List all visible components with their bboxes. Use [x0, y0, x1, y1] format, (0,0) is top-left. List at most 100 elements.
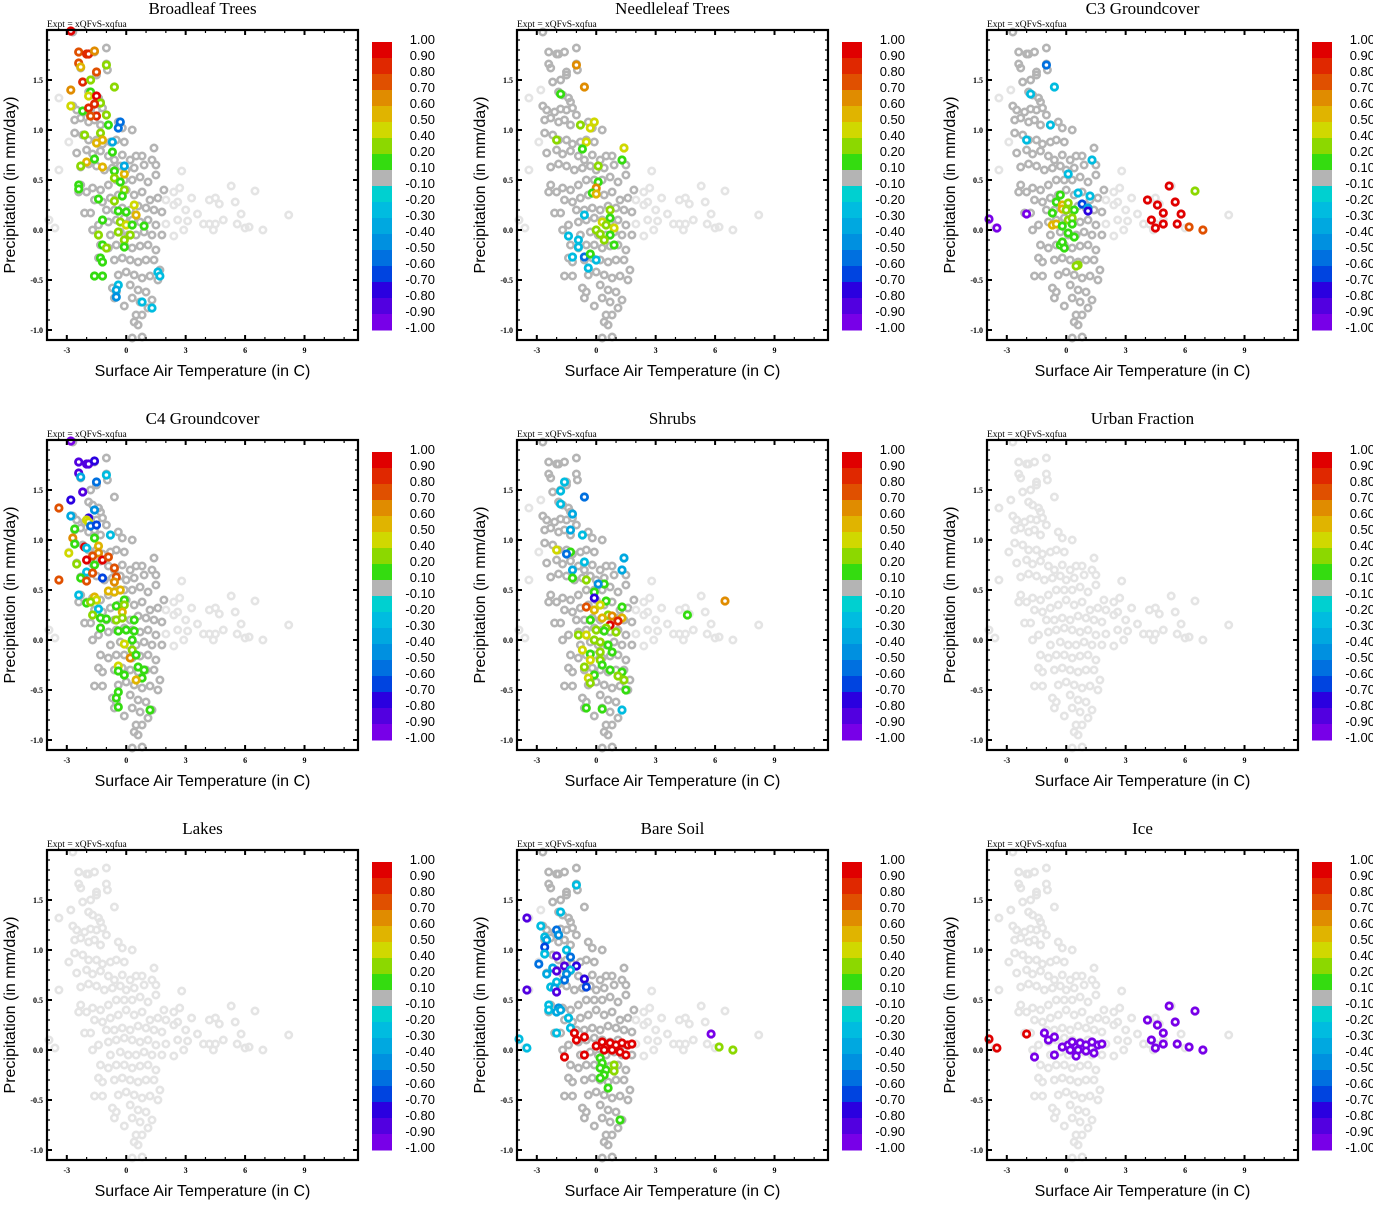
neutral-point: [589, 711, 599, 721]
neutral-point: [562, 161, 572, 171]
correlation-point: [567, 573, 578, 583]
colorbar-label: -0.80: [1345, 1108, 1373, 1123]
background-point: [240, 633, 250, 643]
colorbar-segment: [842, 106, 862, 123]
correlation-point: [597, 613, 607, 623]
background-point: [1139, 219, 1149, 229]
correlation-point: [569, 1028, 580, 1038]
neutral-point: [583, 1010, 593, 1020]
background-point: [1073, 611, 1083, 621]
background-point: [127, 1113, 137, 1123]
background-point: [76, 883, 86, 893]
correlation-point: [1184, 222, 1194, 232]
background-point: [169, 1051, 179, 1061]
background-point: [754, 620, 764, 630]
correlation-point: [992, 223, 1002, 233]
colorbar-segment: [1312, 218, 1332, 235]
background-point: [82, 1007, 92, 1017]
neutral-point: [546, 523, 556, 533]
background-point: [103, 971, 113, 981]
background-point: [1004, 137, 1014, 147]
neutral-point: [546, 572, 556, 582]
neutral-point: [98, 513, 108, 523]
y-tick-label: 0.5: [503, 996, 513, 1005]
neutral-point: [605, 1117, 615, 1127]
neutral-point: [1032, 135, 1042, 145]
x-tick-label: 9: [773, 346, 777, 355]
background-point: [44, 1035, 54, 1045]
colorbar-segment: [842, 170, 862, 187]
neutral-point: [119, 711, 129, 721]
background-point: [1067, 585, 1077, 595]
neutral-point: [1075, 217, 1085, 227]
correlation-point: [595, 600, 605, 610]
correlation-point: [119, 600, 129, 610]
background-point: [639, 200, 649, 210]
background-point: [208, 225, 218, 235]
background-point: [1067, 625, 1077, 635]
correlation-point: [611, 627, 621, 637]
colorbar-label: 0.10: [1350, 160, 1373, 175]
colorbar-segment: [1312, 154, 1332, 171]
background-point: [187, 193, 197, 203]
colorbar-segment: [842, 724, 862, 741]
colorbar-segment: [1312, 1102, 1332, 1119]
background-point: [64, 957, 74, 967]
background-point: [181, 615, 191, 625]
background-point: [1055, 571, 1065, 581]
background-point: [1041, 520, 1051, 530]
neutral-point: [605, 297, 615, 307]
correlation-point: [97, 271, 108, 281]
background-point: [183, 1036, 193, 1046]
colorbar-segment: [1312, 974, 1332, 991]
background-point: [994, 575, 1004, 585]
neutral-point: [546, 113, 556, 123]
colorbar-segment: [1312, 596, 1332, 613]
correlation-point: [1146, 215, 1156, 225]
neutral-point: [607, 1093, 617, 1103]
points-layer: [984, 847, 1234, 1163]
background-point: [649, 635, 659, 645]
colorbar-label: 0.60: [410, 506, 435, 521]
neutral-point: [127, 535, 137, 545]
colorbar-segment: [372, 596, 392, 613]
colorbar-label: 0.70: [410, 80, 435, 95]
background-point: [133, 1105, 143, 1115]
colorbar-segment: [1312, 942, 1332, 959]
colorbar-label: 0.90: [410, 48, 435, 63]
correlation-point: [585, 123, 595, 133]
background-point: [696, 181, 706, 191]
neutral-point: [605, 172, 615, 182]
experiment-annotation: Expt = xQFvS-xqfua: [517, 839, 598, 850]
correlation-point: [145, 705, 155, 715]
background-point: [284, 210, 294, 220]
neutral-point: [1024, 159, 1034, 169]
background-point: [210, 603, 220, 613]
colorbar-segment: [842, 596, 862, 613]
correlation-point: [621, 685, 631, 695]
background-point: [1028, 593, 1038, 603]
colorbar-segment: [1312, 878, 1332, 895]
background-point: [1028, 635, 1038, 645]
colorbar-label: 0.50: [880, 522, 905, 537]
colorbar-segment: [372, 692, 392, 709]
background-point: [1018, 897, 1028, 907]
background-point: [44, 215, 54, 225]
neutral-point: [597, 1153, 607, 1163]
correlation-point: [540, 942, 550, 952]
colorbar-label: -0.50: [875, 240, 905, 255]
neutral-point: [562, 70, 572, 80]
background-point: [1061, 985, 1071, 995]
neutral-point: [603, 257, 613, 267]
colorbar-label: -0.50: [875, 650, 905, 665]
colorbar-segment: [1312, 452, 1332, 469]
neutral-point: [595, 205, 605, 215]
colorbar-label: -0.80: [405, 1108, 435, 1123]
correlation-point: [579, 210, 590, 220]
colorbar-label: 0.40: [1350, 128, 1373, 143]
neutral-point: [591, 267, 601, 277]
background-point: [1139, 1039, 1149, 1049]
background-point: [1014, 597, 1024, 607]
neutral-point: [603, 285, 613, 295]
